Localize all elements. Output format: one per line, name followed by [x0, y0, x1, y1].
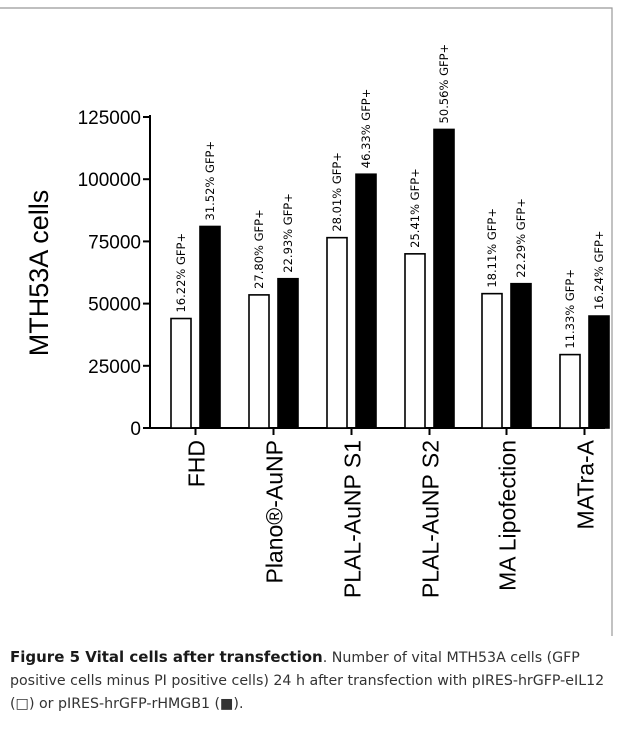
x-tick-label: FHD — [184, 440, 210, 487]
bar-data-label: 16.24% GFP+ — [592, 230, 606, 310]
x-ticks: FHD Plano®-AuNP PLAL-AuNP S1 PLAL-AuNP S2 MA… — [184, 428, 599, 598]
bar-data-label: 46.33% GFP+ — [359, 89, 373, 169]
bar-data-label: 11.33% GFP+ — [563, 269, 577, 349]
bar-data-label: 22.93% GFP+ — [281, 193, 295, 273]
x-tick-label: PLAL-AuNP S1 — [340, 440, 366, 598]
y-tick-label: 100000 — [78, 170, 141, 191]
bar-data-label: 25.41% GFP+ — [408, 168, 422, 248]
y-axis-label: MTH53A cells — [24, 190, 54, 357]
y-tick-label: 75000 — [88, 232, 141, 253]
figure-caption: Figure 5 Vital cells after transfection.… — [10, 646, 610, 716]
bar-data-label: 18.11% GFP+ — [485, 208, 499, 288]
x-tick-label: MA Lipofection — [495, 440, 521, 591]
y-tick-label: 0 — [130, 419, 141, 440]
x-tick-label: MATra-A — [573, 439, 599, 529]
bars — [170, 128, 610, 429]
bar — [326, 236, 348, 429]
x-tick-label: PLAL-AuNP S2 — [418, 440, 444, 598]
bar — [510, 282, 532, 429]
bar-data-label: 22.29% GFP+ — [514, 198, 528, 278]
bar — [355, 173, 377, 429]
x-tick-label: Plano®-AuNP — [262, 440, 288, 584]
y-tick-label: 50000 — [88, 295, 141, 316]
bar — [481, 292, 503, 429]
bar-data-label: 27.80% GFP+ — [252, 209, 266, 289]
bar — [433, 128, 455, 429]
y-tick-label: 125000 — [78, 108, 141, 129]
bar-labels: 16.22% GFP+ 31.52% GFP+ 27.80% GFP+ 22.93% … — [174, 44, 606, 349]
caption-text: . Number of vital MTH53A cells (GFP posi… — [10, 650, 605, 712]
bar-data-label: 50.56% GFP+ — [437, 44, 451, 124]
bar-data-label: 28.01% GFP+ — [330, 152, 344, 232]
y-ticks: 0 25000 50000 75000 100000 125000 — [78, 108, 150, 440]
y-tick-label: 25000 — [88, 357, 141, 378]
bar — [404, 253, 426, 429]
caption-title: Figure 5 Vital cells after transfection — [10, 648, 323, 666]
bar-chart: MTH53A cells 0 25000 50000 75000 100000 12500… — [24, 44, 610, 598]
bar — [588, 315, 610, 429]
bar-data-label: 16.22% GFP+ — [174, 233, 188, 313]
bar — [559, 353, 581, 429]
bar — [248, 294, 270, 429]
bar — [277, 277, 299, 429]
bar-data-label: 31.52% GFP+ — [203, 141, 217, 221]
bar — [199, 225, 221, 429]
bar — [170, 317, 192, 429]
